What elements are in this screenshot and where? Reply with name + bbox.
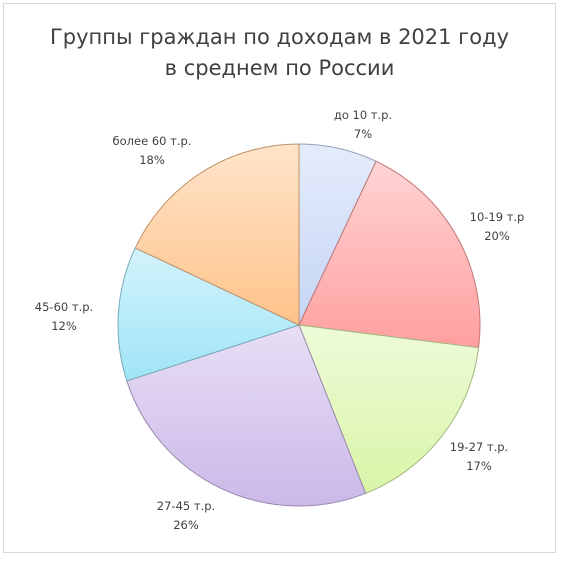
slice-value-label: 18% [139,153,165,167]
pie-slice-4 [126,324,367,507]
slice-category-label: 45-60 т.р. [35,300,93,314]
slice-category-label: 27-45 т.р. [157,499,215,513]
slice-value-label: 17% [466,459,492,473]
pie-slice-2 [298,160,481,349]
slice-category-label: 19-27 т.р. [450,440,508,454]
slice-category-label: до 10 т.р. [334,108,392,122]
slice-value-label: 12% [51,319,77,333]
chart-title-line-2: в среднем по России [164,56,395,80]
chart-title: Группы граждан по доходам в 2021 году в … [4,22,555,84]
pie-slice-3 [298,324,480,494]
pie-slice-6 [134,143,300,326]
slice-value-label: 20% [484,229,510,243]
slice-value-label: 7% [354,127,372,141]
slice-value-label: 26% [173,518,199,532]
slice-category-label: более 60 т.р. [113,134,192,148]
chart-title-line-1: Группы граждан по доходам в 2021 году [49,25,510,49]
slice-category-label: 10-19 т.р [470,210,525,224]
pie-slice-5 [117,247,301,382]
